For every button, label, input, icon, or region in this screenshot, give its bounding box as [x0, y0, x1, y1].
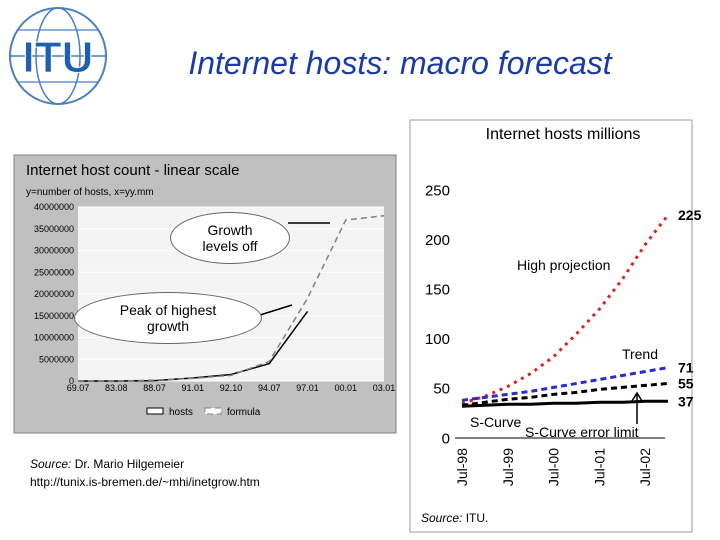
- x-tick-label: 03.01: [373, 383, 396, 393]
- series-label: High projection: [517, 257, 610, 273]
- right-chart-frame: [409, 119, 693, 533]
- source-text: Dr. Mario Hilgemeier: [74, 457, 185, 471]
- y-tick-label: 30000000: [34, 246, 74, 256]
- annotation: Growth levels off: [170, 212, 290, 264]
- y-tick-label: 50: [433, 381, 450, 398]
- x-tick-label: 88.07: [143, 383, 166, 393]
- legend-label: hosts: [169, 407, 193, 418]
- x-tick-label: Jul-02: [637, 448, 653, 486]
- y-tick-label: 0: [442, 430, 450, 447]
- x-tick-label: 69.07: [67, 383, 90, 393]
- series-line: [461, 366, 669, 402]
- x-tick-label: 94.07: [258, 383, 281, 393]
- annotation-text: Peak of highest growth: [119, 302, 217, 334]
- y-tick-label: 5000000: [39, 354, 74, 364]
- x-tick-label: Jul-01: [591, 448, 607, 486]
- y-tick-label: 20000000: [34, 289, 74, 299]
- end-value-label: 71: [678, 360, 694, 376]
- y-tick-label: 200: [425, 232, 450, 249]
- x-tick-label: 92.10: [220, 383, 243, 393]
- annotation: Peak of highest growth: [74, 292, 262, 344]
- y-tick-label: 10000000: [34, 333, 74, 343]
- x-tick-label: 91.01: [181, 383, 204, 393]
- legend-label: formula: [227, 407, 261, 418]
- end-value-label: 55: [678, 375, 694, 391]
- logo-text: ITU: [23, 33, 94, 82]
- source-note: Source: Dr. Mario Hilgemeier: [30, 457, 184, 471]
- annotation-text: Growth levels off: [202, 222, 258, 254]
- x-tick-label: 97.01: [296, 383, 319, 393]
- itu-logo: ITU: [9, 7, 107, 105]
- y-tick-label: 0: [69, 376, 74, 386]
- end-value-label: 37: [678, 393, 694, 409]
- source-text: ITU.: [465, 511, 489, 525]
- series-label: S-Curve error limit: [525, 424, 639, 440]
- y-tick-label: 250: [425, 182, 450, 199]
- slide-title: Internet hosts: macro forecast: [188, 45, 612, 81]
- y-tick-label: 100: [425, 331, 450, 348]
- y-tick-label: 25000000: [34, 267, 74, 277]
- right-chart: 0 50 100 150 200 250 Jul-98 Jul-99 Jul-00 Jul-01 J…: [425, 182, 702, 486]
- callout-arrow: [259, 304, 293, 316]
- chart-title: Internet host count - linear scale: [26, 162, 239, 179]
- series-line: [78, 214, 385, 382]
- y-tick-label: 40000000: [34, 202, 74, 212]
- series-label: Trend: [622, 346, 658, 362]
- chart-title: Internet hosts millions: [485, 126, 641, 143]
- x-tick-label: 00.01: [334, 383, 357, 393]
- legend-swatch: [204, 407, 222, 415]
- chart-subtitle: y=number of hosts, x=yy.mm: [26, 187, 154, 198]
- y-tick-label: 35000000: [34, 224, 74, 234]
- x-tick-label: Jul-98: [454, 448, 470, 486]
- series-line: [461, 381, 669, 407]
- source-label: Source:: [30, 457, 72, 471]
- end-value-label: 225: [678, 207, 702, 223]
- y-tick-label: 15000000: [34, 311, 74, 321]
- x-tick-label: Jul-00: [546, 448, 562, 486]
- pointer-arrow: [631, 391, 643, 424]
- source-url: http://tunix.is-bremen.de/~mhi/inetgrow.…: [30, 475, 260, 489]
- series-label: S-Curve: [470, 414, 522, 430]
- left-chart: 0 5000000 10000000 15000000 20000000 25000000…: [34, 202, 395, 418]
- source-label: Source:: [421, 511, 463, 525]
- series-line: [461, 399, 669, 408]
- y-tick-label: 150: [425, 281, 450, 298]
- x-tick-label: 83.08: [105, 383, 128, 393]
- x-tick-label: Jul-99: [500, 448, 516, 486]
- legend-swatch: [146, 407, 164, 415]
- source-note: Source: ITU.: [421, 511, 488, 525]
